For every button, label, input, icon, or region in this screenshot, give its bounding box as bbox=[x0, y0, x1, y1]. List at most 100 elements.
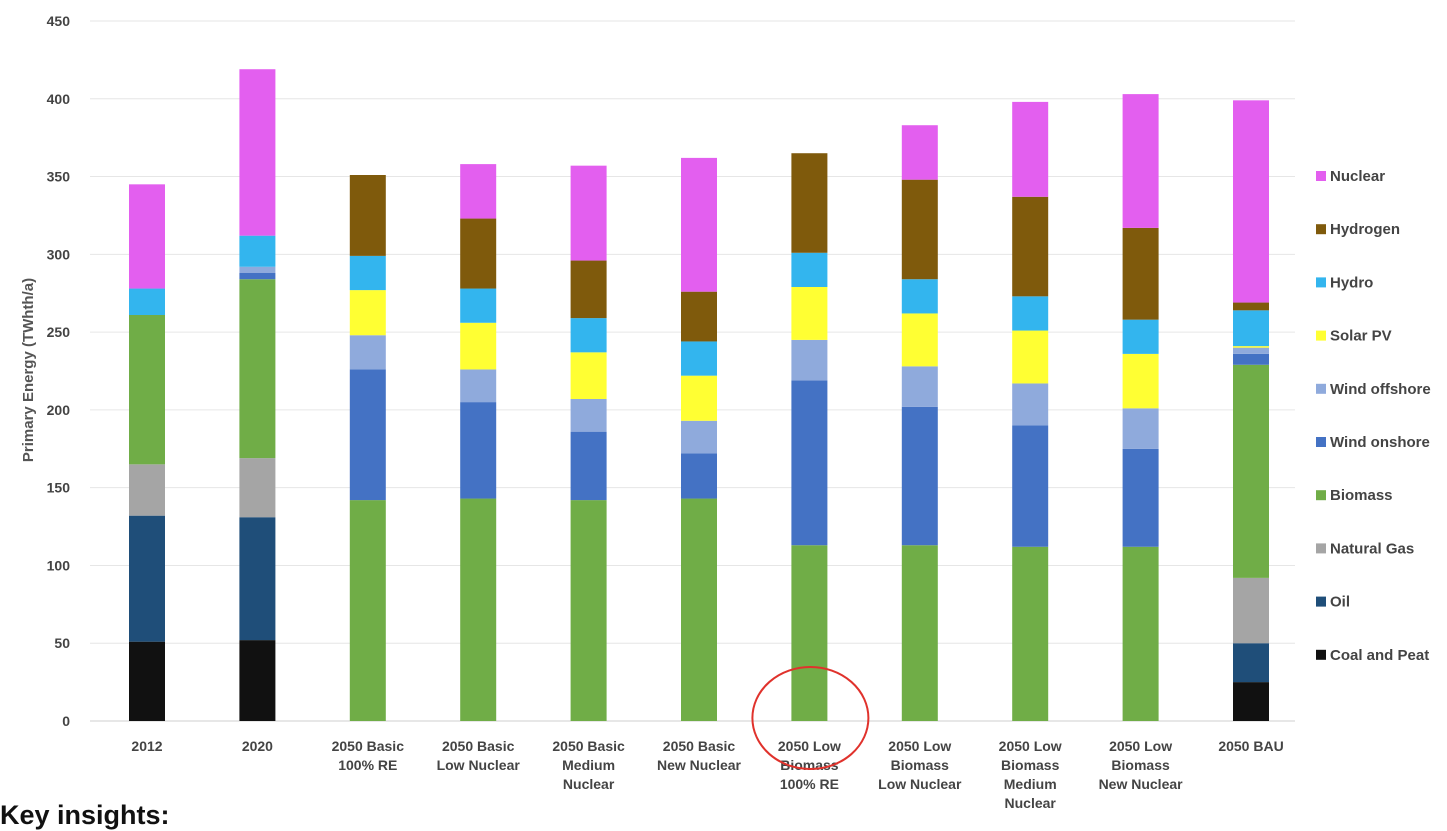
bar-segment bbox=[1122, 94, 1159, 228]
x-tick-label: 2050 Low bbox=[778, 738, 841, 754]
x-tick-label: Biomass bbox=[780, 757, 839, 773]
bar-segment bbox=[239, 458, 276, 518]
x-tick-label: 2050 Basic bbox=[442, 738, 515, 754]
legend-swatch bbox=[1316, 437, 1326, 447]
legend-label: Solar PV bbox=[1330, 328, 1392, 345]
legend-label: Nuclear bbox=[1330, 168, 1385, 185]
bar-segment bbox=[1233, 643, 1269, 683]
bar-segment bbox=[349, 335, 386, 370]
y-axis-ticks: 0 50 100 150 200 250 300 350 400 450 bbox=[47, 13, 71, 729]
bar-segment bbox=[129, 288, 165, 315]
legend-label: Hydrogen bbox=[1330, 221, 1400, 238]
highlight-ellipse bbox=[751, 666, 870, 770]
bar-segment bbox=[570, 431, 607, 501]
legend-swatch bbox=[1316, 171, 1326, 181]
bar-segment bbox=[349, 290, 386, 336]
legend-label: Oil bbox=[1330, 594, 1350, 611]
x-tick-label: 2050 Basic bbox=[663, 738, 736, 754]
bar-segment bbox=[129, 184, 165, 289]
bar-segment bbox=[460, 288, 497, 323]
bar-segment bbox=[570, 500, 607, 721]
bar-segment bbox=[349, 255, 386, 291]
x-tick-label: Low Nuclear bbox=[878, 776, 962, 792]
x-tick-label: 2050 Low bbox=[1109, 738, 1172, 754]
bar-segment bbox=[460, 498, 497, 721]
bar-segment bbox=[239, 235, 276, 267]
legend-label: Hydro bbox=[1330, 274, 1373, 291]
x-tick-label: Biomass bbox=[891, 757, 950, 773]
bar-segment bbox=[1012, 330, 1049, 384]
bar-segment bbox=[1012, 546, 1049, 721]
legend-swatch bbox=[1316, 383, 1326, 394]
x-tick-label: 2020 bbox=[242, 738, 273, 754]
bar-segment bbox=[1233, 302, 1269, 311]
bar-segment bbox=[1233, 353, 1269, 365]
legend-label: Wind offshore bbox=[1330, 381, 1431, 398]
x-tick-label: 100% RE bbox=[780, 776, 839, 792]
y-tick-label: 50 bbox=[54, 635, 70, 651]
legend: Nuclear Hydrogen Hydro Solar PV Wind offshor… bbox=[1316, 168, 1431, 664]
bar-segment bbox=[1233, 346, 1269, 348]
bar-segment bbox=[1233, 364, 1269, 578]
bar-segment bbox=[460, 369, 497, 403]
bar-segment bbox=[570, 352, 607, 399]
y-tick-label: 450 bbox=[47, 13, 71, 29]
legend-swatch bbox=[1316, 330, 1326, 341]
bar-segment bbox=[239, 273, 276, 280]
legend-swatch bbox=[1316, 543, 1326, 554]
legend-swatch bbox=[1316, 277, 1326, 288]
y-tick-label: 150 bbox=[47, 480, 71, 496]
bar-segment bbox=[681, 341, 717, 376]
bar-segment bbox=[460, 322, 497, 370]
bar-segment bbox=[129, 515, 165, 642]
y-tick-label: 400 bbox=[47, 91, 71, 107]
x-tick-label: 2050 Basic bbox=[552, 738, 625, 754]
bar-segment bbox=[791, 252, 828, 287]
highlight-circle bbox=[751, 666, 870, 770]
bar-segment bbox=[1233, 310, 1269, 347]
bar-segment bbox=[791, 287, 828, 340]
bar-segment bbox=[681, 157, 717, 292]
bar-segment bbox=[681, 453, 717, 499]
y-tick-label: 250 bbox=[47, 324, 71, 340]
bar-segment bbox=[349, 175, 386, 256]
bar-segment bbox=[791, 380, 828, 546]
bar-segment bbox=[570, 399, 607, 432]
x-tick-label: 2050 Basic bbox=[332, 738, 405, 754]
x-tick-label: Medium bbox=[1004, 776, 1057, 792]
legend-label: Coal and Peat bbox=[1330, 647, 1429, 664]
bar-segment bbox=[1012, 101, 1049, 197]
x-tick-label: 2050 Low bbox=[999, 738, 1062, 754]
bar-segment bbox=[1012, 296, 1049, 331]
y-tick-label: 200 bbox=[47, 402, 71, 418]
bar-segment bbox=[1233, 682, 1269, 721]
legend-label: Natural Gas bbox=[1330, 540, 1414, 557]
key-insights-heading: Key insights: bbox=[0, 800, 170, 830]
y-tick-label: 100 bbox=[47, 557, 71, 573]
bar-segment bbox=[129, 464, 165, 516]
bar-segment bbox=[1012, 425, 1049, 547]
x-tick-label: 2012 bbox=[131, 738, 162, 754]
x-tick-label: Medium bbox=[562, 757, 615, 773]
y-tick-label: 350 bbox=[47, 169, 71, 185]
bar-segment bbox=[1012, 196, 1049, 297]
bar-segment bbox=[239, 279, 276, 459]
bar-segment bbox=[681, 420, 717, 454]
bar-segment bbox=[901, 125, 938, 180]
bar-segment bbox=[129, 315, 165, 465]
bars bbox=[129, 69, 1269, 721]
x-tick-label: New Nuclear bbox=[657, 757, 742, 773]
bar-segment bbox=[1233, 577, 1269, 644]
bar-segment bbox=[681, 375, 717, 421]
bar-segment bbox=[1122, 546, 1159, 721]
bar-segment bbox=[901, 179, 938, 280]
x-tick-label: 2050 Low bbox=[888, 738, 951, 754]
bar-segment bbox=[1233, 347, 1269, 354]
bar-segment bbox=[239, 517, 276, 641]
x-tick-label: 2050 BAU bbox=[1218, 738, 1283, 754]
x-tick-label: Nuclear bbox=[1005, 795, 1057, 811]
x-axis-labels: 2012 2020 2050 Basic 100% RE 2050 Basic Low N… bbox=[131, 738, 1283, 811]
bar-segment bbox=[1122, 353, 1159, 409]
bar-segment bbox=[1122, 408, 1159, 449]
